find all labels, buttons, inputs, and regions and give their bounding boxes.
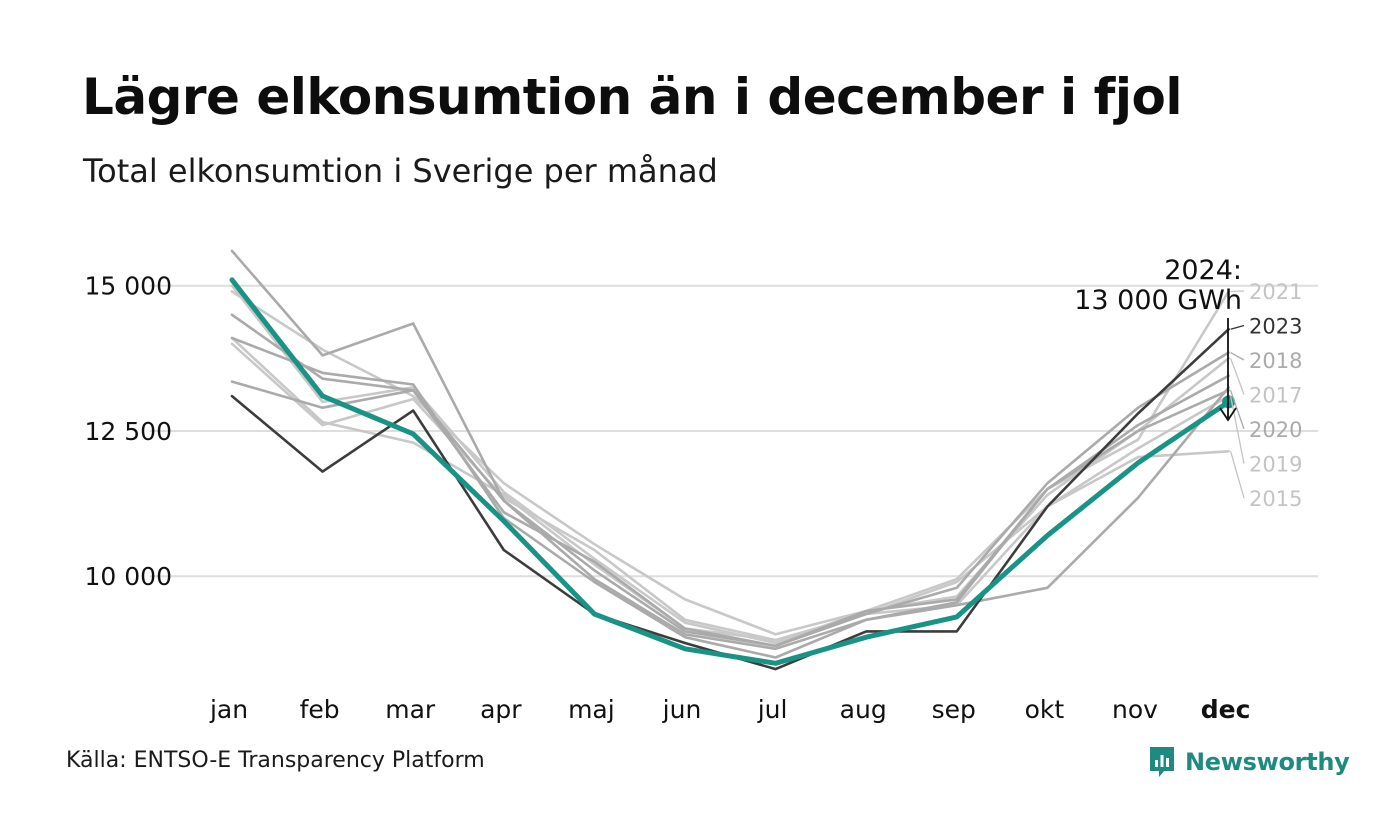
series-line-2018 bbox=[230, 249, 1230, 648]
x-tick-label-dec: dec bbox=[1201, 695, 1251, 724]
x-tick-label-feb: feb bbox=[300, 695, 340, 724]
series-line-2019 bbox=[230, 342, 1230, 642]
series-line-2020 bbox=[230, 380, 1230, 648]
leader-line-2015 bbox=[1229, 451, 1245, 499]
leader-line-2021 bbox=[1230, 290, 1245, 293]
end-labels: 2021 2023 2018 2017 2020 2019 2015 bbox=[1249, 280, 1302, 511]
chart-subtitle: Total elkonsumtion i Sverige per månad bbox=[83, 152, 718, 190]
end-label-2015: 2015 bbox=[1249, 487, 1302, 511]
newsworthy-logo-icon bbox=[1150, 747, 1174, 777]
end-label-2017: 2017 bbox=[1249, 384, 1302, 408]
y-tick-label: 12 500 bbox=[85, 417, 172, 446]
annotation-year: 2024: bbox=[1164, 255, 1242, 286]
x-tick-label-aug: aug bbox=[840, 695, 887, 724]
x-tick-label-mar: mar bbox=[385, 695, 436, 724]
x-tick-label-maj: maj bbox=[568, 695, 615, 724]
series-line-2017 bbox=[230, 284, 1230, 645]
y-tick-label: 15 000 bbox=[85, 272, 172, 301]
y-axis-ticks: 10 000 12 500 15 000 bbox=[85, 272, 172, 591]
x-tick-label-okt: okt bbox=[1025, 695, 1065, 724]
leader-line-2019 bbox=[1229, 395, 1245, 464]
end-label-2021: 2021 bbox=[1249, 280, 1302, 304]
series-line-2015 bbox=[230, 336, 1230, 642]
leader-line-2017 bbox=[1229, 358, 1245, 395]
x-tick-label-nov: nov bbox=[1112, 695, 1158, 724]
x-tick-label-sep: sep bbox=[932, 695, 976, 724]
series-line-2016 bbox=[230, 313, 1230, 651]
series-line-2024 bbox=[229, 277, 1232, 666]
annotation: 2024: 13 000 GWh bbox=[1074, 255, 1242, 422]
series-lines bbox=[229, 249, 1236, 671]
chart-title: Lägre elkonsumtion än i december i fjol bbox=[82, 68, 1182, 126]
series-line-2022 bbox=[230, 336, 1230, 659]
leader-line-2020 bbox=[1229, 390, 1245, 430]
end-label-2023: 2023 bbox=[1249, 315, 1302, 339]
x-tick-label-jan: jan bbox=[209, 695, 248, 724]
end-label-2019: 2019 bbox=[1249, 453, 1302, 477]
end-label-2018: 2018 bbox=[1249, 349, 1302, 373]
y-tick-label: 10 000 bbox=[85, 562, 172, 591]
end-label-leaders bbox=[1229, 290, 1245, 499]
newsworthy-logo[interactable]: Newsworthy bbox=[1148, 742, 1350, 782]
leader-line-2018 bbox=[1230, 351, 1245, 361]
brand-name: Newsworthy bbox=[1185, 748, 1350, 776]
end-label-2020: 2020 bbox=[1249, 418, 1302, 442]
series-line-2021 bbox=[230, 290, 1230, 636]
source-note: Källa: ENTSO-E Transparency Platform bbox=[66, 748, 485, 773]
x-tick-label-jun: jun bbox=[662, 695, 702, 724]
gridlines bbox=[150, 284, 1318, 578]
annotation-arrowhead bbox=[1219, 407, 1237, 422]
x-tick-label-jul: jul bbox=[757, 695, 788, 724]
x-tick-label-apr: apr bbox=[480, 695, 522, 724]
x-axis-ticks: jan feb mar apr maj jun jul aug sep okt nov dec bbox=[209, 695, 1250, 724]
leader-line-2023 bbox=[1230, 324, 1245, 330]
annotation-value: 13 000 GWh bbox=[1074, 285, 1242, 316]
